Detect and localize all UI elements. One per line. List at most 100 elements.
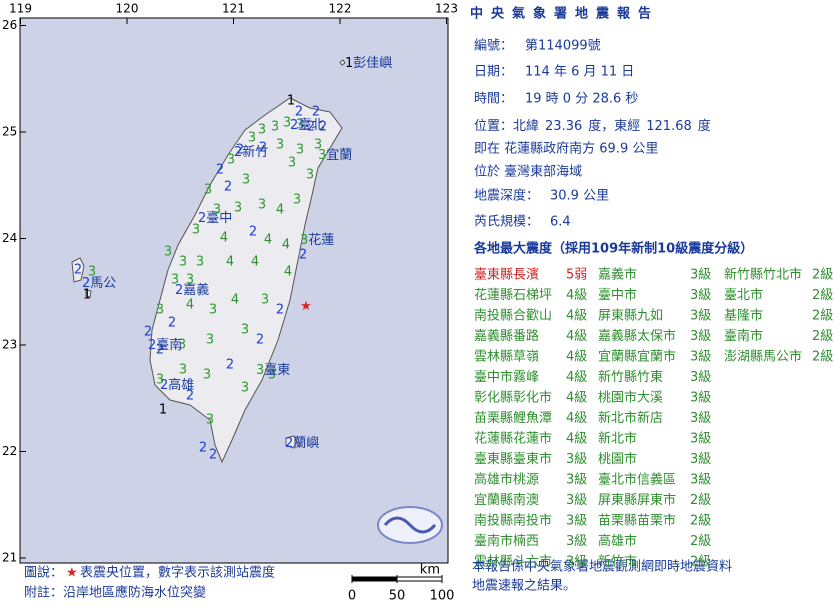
report-value: 114 年 6 月 11 日 — [525, 65, 634, 80]
station-intensity: 2 — [259, 141, 267, 156]
station-intensity: 3 — [196, 255, 204, 270]
logo — [377, 506, 443, 544]
place-label: 2高雄 — [160, 377, 194, 393]
station-intensity: 4 — [282, 238, 290, 253]
place-name: 花蓮 — [308, 232, 334, 248]
station-level: 2級 — [690, 493, 711, 508]
station-intensity: 3 — [156, 303, 164, 318]
station-intensity: 3 — [241, 381, 249, 396]
station-intensity: 3 — [203, 368, 211, 383]
station-place: 宜蘭縣南澳 — [474, 492, 539, 508]
station-intensity: 2 — [74, 263, 82, 278]
station-intensity: 2 — [319, 120, 327, 135]
legend-star: ★ — [66, 566, 78, 581]
station-intensity: 4 — [276, 203, 284, 218]
report-label: 位於 臺灣東部海域 — [474, 164, 582, 180]
station-level: 3級 — [690, 268, 711, 283]
station-intensity: 3 — [156, 373, 164, 388]
station-place: 屏東縣九如 — [598, 308, 663, 324]
station-intensity: 3 — [314, 138, 322, 153]
station-intensity: 3 — [261, 293, 269, 308]
station-intensity: 2 — [216, 163, 224, 178]
table-title: 各地最大震度（採用109年新制10級震度分級） — [473, 241, 753, 257]
epicenter-star: ★ — [300, 299, 312, 314]
place-intensity: 2 — [285, 436, 293, 451]
station-intensity: 3 — [178, 338, 186, 353]
station-intensity: 2 — [156, 343, 164, 358]
station-place: 基隆市 — [724, 308, 763, 324]
station-level: 4級 — [566, 350, 587, 365]
station-level: 2級 — [690, 514, 711, 529]
station-place: 新竹縣竹北市 — [724, 267, 802, 283]
place-intensity: 3 — [318, 148, 326, 163]
footer: 圖說： ★ 表震央位置，數字表示該測站震度 附註：沿岸地區應防海水位突變 km … — [24, 560, 732, 601]
station-level: 3級 — [566, 514, 587, 529]
scale-unit: km — [420, 563, 440, 578]
place-label: 2馬公 — [82, 276, 116, 291]
station-intensity: 3 — [271, 120, 279, 135]
report-value: 19 時 0 分 28.6 秒 — [525, 92, 638, 107]
station-level: 3級 — [690, 350, 711, 365]
station-intensity: 2 — [236, 143, 244, 158]
place-name: 馬公 — [90, 276, 116, 291]
station-intensity: 2 — [144, 325, 152, 340]
x-tick-label: 120 — [116, 2, 139, 16]
station-place: 臺東縣長濱 — [474, 267, 539, 283]
station-intensity: 4 — [186, 298, 194, 313]
logo-shape — [383, 516, 437, 534]
station-intensity: 2 — [256, 333, 264, 348]
station-intensity: 3 — [227, 153, 235, 168]
station-place: 高雄市 — [598, 533, 637, 549]
note: 地震速報之結果。 — [472, 579, 576, 594]
scale-label: 0 — [348, 589, 356, 604]
station-place: 新竹縣竹東 — [598, 369, 663, 385]
station-intensity: 3 — [213, 203, 221, 218]
station-level: 3級 — [690, 329, 711, 344]
station-level: 2級 — [690, 555, 711, 570]
place-label: 2新竹 — [234, 144, 268, 160]
report-position: 位置：北緯 23.36 度，東經 121.68 度 — [474, 118, 711, 134]
place-label: 3臺東 — [256, 362, 290, 378]
station-place: 嘉義市 — [598, 267, 637, 283]
x-tick-label: 122 — [329, 2, 352, 16]
station-intensity: 3 — [192, 223, 200, 238]
station-intensity: 2 — [312, 105, 320, 120]
place-name: 彭佳嶼 — [353, 56, 392, 71]
place-intensity: 2 — [160, 378, 168, 393]
station-intensity: 3 — [293, 193, 301, 208]
station-intensity: 3 — [276, 138, 284, 153]
station-intensity: 3 — [206, 333, 214, 348]
station-place: 嘉義縣太保市 — [598, 328, 676, 344]
report-value: 第114099號 — [525, 39, 601, 54]
place-label: 3宜蘭 — [318, 147, 352, 163]
report-label: 時間： — [474, 92, 513, 107]
station-level: 3級 — [566, 493, 587, 508]
station-level: 3級 — [690, 288, 711, 303]
y-tick-label: 23 — [2, 338, 17, 352]
station-intensity: 2 — [307, 120, 315, 135]
place-name: 臺南 — [156, 337, 182, 353]
station-place: 苗栗縣鯉魚潭 — [474, 411, 552, 426]
station-intensity: 2 — [199, 441, 207, 456]
penghu-land — [71, 257, 92, 298]
report-label: 即在 花蓮縣政府南方 69.9 公里 — [474, 141, 658, 157]
station-level: 3級 — [690, 309, 711, 324]
station-place: 宜蘭縣宜蘭市 — [598, 349, 676, 365]
place-name: 宜蘭 — [326, 147, 352, 163]
legend-text: 表震央位置，數字表示該測站震度 — [80, 565, 275, 581]
station-intensity: 2 — [226, 358, 234, 373]
station-intensity: 3 — [88, 265, 96, 280]
report-label: 地震深度： — [474, 188, 539, 204]
station-level: 3級 — [690, 370, 711, 385]
note: 本報告係中央氣象署地震觀測網即時地震資料 — [472, 560, 732, 575]
place-intensity: 2 — [198, 211, 206, 226]
place-intensity: 1 — [345, 56, 353, 71]
station-place: 臺南市楠西 — [474, 533, 539, 549]
station-level: 2級 — [812, 288, 833, 303]
station-level: 3級 — [690, 391, 711, 406]
station-intensity: 4 — [251, 255, 259, 270]
place-name: 臺中 — [206, 211, 232, 226]
station-intensity: 2 — [299, 248, 307, 263]
place-name: 高雄 — [168, 377, 194, 393]
place-label: 2臺南 — [148, 337, 182, 353]
